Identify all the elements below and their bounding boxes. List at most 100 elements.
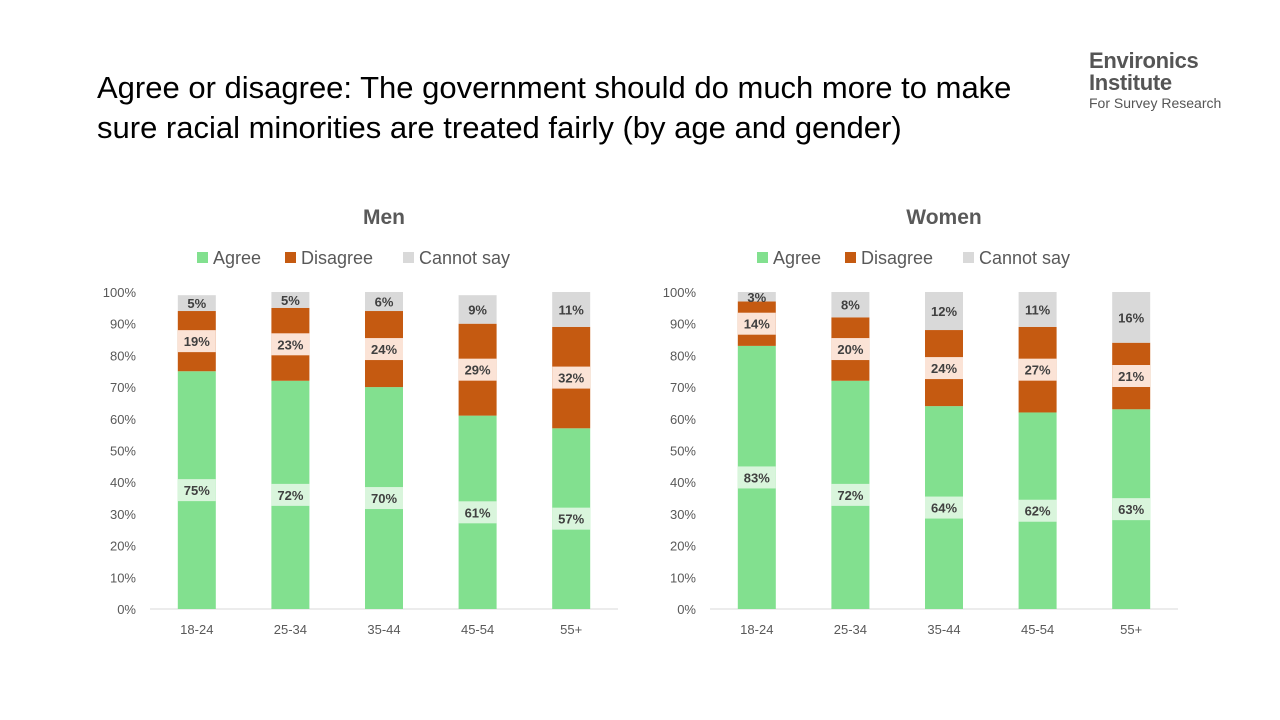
data-label: 64% [931, 501, 957, 516]
data-label: 70% [371, 491, 397, 506]
legend-swatch-agree [757, 252, 768, 263]
bar-cannot-say [458, 295, 497, 324]
y-tick-label: 0% [117, 602, 136, 617]
x-tick-label: 18-24 [180, 622, 213, 637]
y-tick-label: 0% [677, 602, 696, 617]
data-label-bg [925, 496, 963, 519]
y-tick-label: 50% [670, 444, 696, 459]
x-tick-label: 35-44 [927, 622, 960, 637]
x-tick-label: 25-34 [834, 622, 867, 637]
data-label-bg [552, 366, 591, 389]
y-tick-label: 90% [670, 317, 696, 332]
data-label-bg [271, 333, 310, 356]
x-tick-label: 35-44 [367, 622, 400, 637]
data-label: 62% [1025, 504, 1051, 519]
y-tick-label: 80% [110, 348, 136, 363]
x-tick-label: 18-24 [740, 622, 773, 637]
data-label-bg [1018, 499, 1057, 522]
data-label: 27% [1025, 363, 1051, 378]
data-label: 11% [1025, 302, 1051, 317]
data-label: 61% [465, 505, 491, 520]
data-label: 12% [931, 304, 957, 319]
x-tick-label: 55+ [1120, 622, 1142, 637]
y-tick-label: 80% [670, 348, 696, 363]
legend-label: Agree [213, 248, 261, 268]
data-label: 75% [184, 483, 210, 498]
y-tick-label: 20% [670, 539, 696, 554]
data-label-bg [831, 338, 870, 361]
y-tick-label: 70% [670, 380, 696, 395]
y-tick-label: 10% [670, 570, 696, 585]
data-label: 9% [468, 302, 487, 317]
data-label: 23% [277, 337, 303, 352]
logo-line-1: Environics [1089, 48, 1199, 73]
data-label: 3% [747, 290, 766, 305]
data-label-bg [1018, 358, 1057, 381]
data-label-bg [458, 501, 497, 524]
logo-line-3: For Survey Research [1089, 95, 1222, 111]
environics-logo: Environics Institute For Survey Research [1089, 50, 1221, 112]
data-label: 20% [837, 342, 863, 357]
bar-cannot-say [552, 292, 591, 327]
data-label: 6% [375, 295, 394, 310]
data-label: 24% [371, 342, 397, 357]
data-label: 57% [558, 512, 584, 527]
x-tick-label: 45-54 [461, 622, 494, 637]
legend-label: Disagree [301, 248, 373, 268]
bar-cannot-say [925, 292, 963, 331]
data-label-bg [552, 507, 591, 530]
y-tick-label: 90% [110, 317, 136, 332]
legend-swatch-cannot-say [403, 252, 414, 263]
data-label-bg [1112, 365, 1151, 388]
data-label: 83% [744, 470, 770, 485]
data-label-bg [925, 357, 963, 380]
data-label-bg [177, 479, 216, 502]
bar-cannot-say [1018, 292, 1057, 327]
legend-label: Disagree [861, 248, 933, 268]
data-label: 32% [558, 371, 584, 386]
data-label-bg [271, 483, 310, 506]
y-tick-label: 20% [110, 539, 136, 554]
data-label: 5% [187, 296, 206, 311]
data-label-bg [458, 358, 497, 381]
y-tick-label: 40% [110, 475, 136, 490]
data-label: 16% [1118, 310, 1144, 325]
x-tick-label: 45-54 [1021, 622, 1054, 637]
data-label: 5% [281, 293, 300, 308]
data-label: 14% [744, 317, 770, 332]
slide-title: Agree or disagree: The government should… [97, 70, 1012, 145]
y-tick-label: 70% [110, 380, 136, 395]
data-label: 11% [559, 302, 585, 317]
bar-cannot-say [177, 295, 216, 312]
y-tick-label: 50% [110, 444, 136, 459]
legend-swatch-agree [197, 252, 208, 263]
x-tick-label: 55+ [560, 622, 582, 637]
y-tick-label: 60% [670, 412, 696, 427]
data-label: 72% [837, 488, 863, 503]
legend-swatch-disagree [845, 252, 856, 263]
data-label: 63% [1118, 502, 1144, 517]
bar-cannot-say [365, 292, 403, 312]
data-label-bg [831, 483, 870, 506]
y-tick-label: 30% [110, 507, 136, 522]
y-tick-label: 100% [663, 285, 697, 300]
data-label: 21% [1118, 369, 1144, 384]
data-label-bg [177, 330, 216, 353]
data-label: 24% [931, 361, 957, 376]
y-tick-label: 60% [110, 412, 136, 427]
legend-label: Cannot say [979, 248, 1070, 268]
y-tick-label: 10% [110, 570, 136, 585]
data-label-bg [365, 487, 403, 510]
y-tick-label: 100% [103, 285, 137, 300]
chart-title: Men [363, 206, 405, 229]
data-label-bg [737, 312, 776, 335]
y-tick-label: 30% [670, 507, 696, 522]
data-label-bg [1112, 498, 1151, 521]
bar-cannot-say [1112, 292, 1151, 343]
chart-title: Women [906, 206, 981, 229]
legend-swatch-disagree [285, 252, 296, 263]
data-label: 8% [841, 298, 860, 313]
legend-label: Agree [773, 248, 821, 268]
data-label-bg [365, 338, 403, 361]
